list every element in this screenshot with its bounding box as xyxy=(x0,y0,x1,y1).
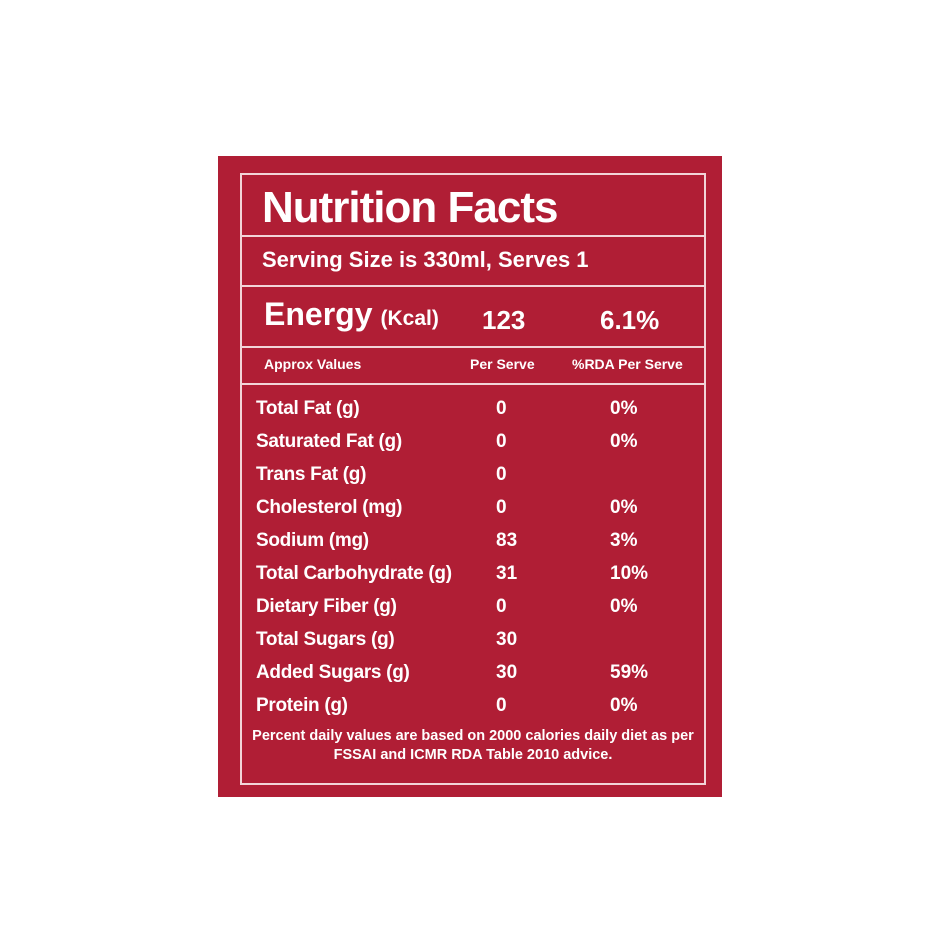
nutrient-rda: 0% xyxy=(610,398,638,419)
nutrient-name: Saturated Fat (g) xyxy=(256,431,402,452)
divider-energy xyxy=(242,346,704,348)
nutrient-name: Total Sugars (g) xyxy=(256,629,395,650)
nutrient-name: Dietary Fiber (g) xyxy=(256,596,397,617)
nutrient-row: Total Sugars (g) 30 xyxy=(242,625,704,658)
nutrient-rda: 0% xyxy=(610,497,638,518)
energy-label: Energy (Kcal) xyxy=(264,296,439,333)
nutrient-per-serve: 31 xyxy=(496,563,518,584)
divider-header xyxy=(242,383,704,385)
divider-serving xyxy=(242,285,704,287)
nutrition-label-frame: Nutrition Facts Serving Size is 330ml, S… xyxy=(240,173,706,785)
nutrient-row: Total Carbohydrate (g) 31 10% xyxy=(242,559,704,592)
nutrient-row: Saturated Fat (g) 0 0% xyxy=(242,427,704,460)
nutrient-rda: 0% xyxy=(610,695,638,716)
nutrient-per-serve: 0 xyxy=(496,464,507,485)
label-title: Nutrition Facts xyxy=(262,183,558,232)
nutrient-rda: 59% xyxy=(610,662,649,683)
nutrient-per-serve: 0 xyxy=(496,695,507,716)
nutrient-name: Protein (g) xyxy=(256,695,348,716)
nutrient-per-serve: 30 xyxy=(496,629,518,650)
nutrient-rda: 3% xyxy=(610,530,638,551)
nutrient-row: Cholesterol (mg) 0 0% xyxy=(242,493,704,526)
energy-rda: 6.1% xyxy=(600,305,660,335)
nutrient-per-serve: 0 xyxy=(496,497,507,518)
nutrient-row: Added Sugars (g) 30 59% xyxy=(242,658,704,691)
footnote: Percent daily values are based on 2000 c… xyxy=(252,728,694,763)
nutrient-row: Trans Fat (g) 0 xyxy=(242,460,704,493)
nutrient-rows: Total Fat (g) 0 0% Saturated Fat (g) 0 0% Tr… xyxy=(242,394,704,724)
header-approx-values: Approx Values xyxy=(264,356,362,372)
nutrient-name: Trans Fat (g) xyxy=(256,464,367,485)
nutrient-row: Total Fat (g) 0 0% xyxy=(242,394,704,427)
header-per-serve: Per Serve xyxy=(470,356,535,372)
nutrient-name: Total Carbohydrate (g) xyxy=(256,563,452,584)
energy-per-serve: 123 xyxy=(482,305,526,335)
nutrient-per-serve: 0 xyxy=(496,431,507,452)
nutrient-per-serve: 0 xyxy=(496,596,507,617)
divider-title xyxy=(242,235,704,237)
nutrient-name: Sodium (mg) xyxy=(256,530,369,551)
nutrient-per-serve: 30 xyxy=(496,662,518,683)
nutrient-per-serve: 0 xyxy=(496,398,507,419)
nutrient-rda: 0% xyxy=(610,431,638,452)
energy-label-text: Energy xyxy=(264,296,373,332)
nutrient-rda: 10% xyxy=(610,563,649,584)
energy-unit: (Kcal) xyxy=(380,307,439,330)
nutrient-name: Cholesterol (mg) xyxy=(256,497,403,518)
nutrient-row: Sodium (mg) 83 3% xyxy=(242,526,704,559)
nutrient-per-serve: 83 xyxy=(496,530,518,551)
nutrient-name: Added Sugars (g) xyxy=(256,662,410,683)
nutrient-row: Dietary Fiber (g) 0 0% xyxy=(242,592,704,625)
nutrition-label-panel: Nutrition Facts Serving Size is 330ml, S… xyxy=(218,156,722,797)
nutrient-name: Total Fat (g) xyxy=(256,398,360,419)
header-rda-per-serve: %RDA Per Serve xyxy=(572,356,683,372)
nutrient-row: Protein (g) 0 0% xyxy=(242,691,704,724)
serving-size: Serving Size is 330ml, Serves 1 xyxy=(262,247,589,272)
nutrient-rda: 0% xyxy=(610,596,638,617)
